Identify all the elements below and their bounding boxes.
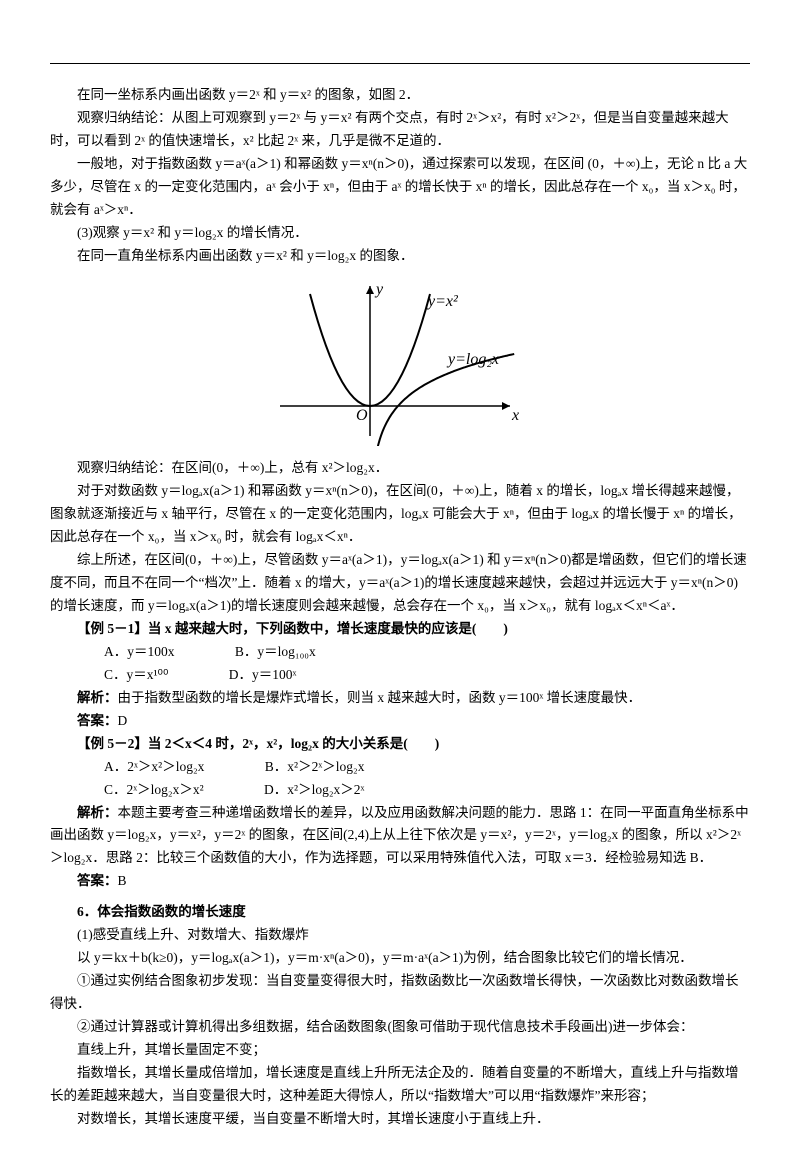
ex51-opt-a: A．y＝100x — [77, 641, 175, 664]
sec6-p4: ②通过计算器或计算机得出多组数据，结合函数图象(图象可借助于现代信息技术手段画出… — [50, 1016, 750, 1039]
answer-text: D — [118, 713, 128, 728]
analysis-label: 解析： — [77, 690, 118, 705]
sec6-p2: 以 y＝kx＋b(k≥0)，y＝logₐx(a＞1)，y＝m·xⁿ(a＞0)，y… — [50, 947, 750, 970]
ex51-opt-d: D．y＝100ˣ — [202, 664, 297, 687]
ex-5-1-answer: 答案：D — [50, 710, 750, 733]
ex-5-2-analysis: 解析：本题主要考查三种递增函数增长的差异，以及应用函数解决问题的能力．思路 1：… — [50, 802, 750, 871]
top-rule — [50, 63, 750, 64]
ex-5-1-analysis: 解析：由于指数型函数的增长是爆炸式增长，则当 x 越来越大时，函数 y＝100ˣ… — [50, 687, 750, 710]
figure-graph: y x Oy=x² y=log₂x — [50, 276, 750, 454]
svg-text:y=log₂x: y=log₂x — [446, 351, 499, 368]
analysis-text: 由于指数型函数的增长是爆炸式增长，则当 x 越来越大时，函数 y＝100ˣ 增长… — [118, 690, 642, 705]
ex-5-1-options-row2: C．y＝x¹⁰⁰ D．y＝100ˣ — [50, 664, 750, 687]
sec6-heading: 6．体会指数函数的增长速度 — [77, 904, 246, 919]
ex-5-2-answer: 答案：B — [50, 870, 750, 893]
ex-5-2-options-row2: C．2ˣ＞log₂x＞x² D．x²＞log₂x＞2ˣ — [50, 779, 750, 802]
ex52-opt-c: C．2ˣ＞log₂x＞x² — [77, 779, 204, 802]
para-7: 对于对数函数 y＝logₐx(a＞1) 和幂函数 y＝xⁿ(n＞0)，在区间(0… — [50, 480, 750, 549]
svg-text:y: y — [374, 281, 384, 298]
example-5-2-title: 【例 5－2】当 2＜x＜4 时，2ˣ，x²，log₂x 的大小关系是( ) — [50, 733, 750, 756]
sec6-title: 6．体会指数函数的增长速度 — [50, 901, 750, 924]
svg-text:y=x²: y=x² — [426, 293, 459, 310]
svg-text:x: x — [511, 407, 519, 424]
para-4: (3)观察 y＝x² 和 y＝log₂x 的增长情况． — [50, 222, 750, 245]
answer-label-2: 答案： — [77, 873, 118, 888]
ex-5-1-stem: 【例 5－1】当 x 越来越大时，下列函数中，增长速度最快的应该是( ) — [77, 621, 508, 636]
ex-5-1-options-row1: A．y＝100x B．y＝log₁₀₀x — [50, 641, 750, 664]
para-8: 综上所述，在区间(0，＋∞)上，尽管函数 y＝aˣ(a＞1)，y＝logₐx(a… — [50, 549, 750, 618]
ex-5-2-options-row1: A．2ˣ＞x²＞log₂x B．x²＞2ˣ＞log₂x — [50, 756, 750, 779]
sec6-p7: 对数增长，其增长速度平缓，当自变量不断增大时，其增长速度小于直线上升． — [50, 1108, 750, 1131]
sec6-p1: (1)感受直线上升、对数增大、指数爆炸 — [50, 924, 750, 947]
example-5-1-title: 【例 5－1】当 x 越来越大时，下列函数中，增长速度最快的应该是( ) — [50, 618, 750, 641]
ex52-opt-d: D．x²＞log₂x＞2ˣ — [237, 779, 364, 802]
sec6-p3: ①通过实例结合图象初步发现：当自变量变得很大时，指数函数比一次函数增长得快，一次… — [50, 970, 750, 1016]
ex-5-2-stem: 【例 5－2】当 2＜x＜4 时，2ˣ，x²，log₂x 的大小关系是( ) — [77, 736, 439, 751]
ex52-opt-b: B．x²＞2ˣ＞log₂x — [238, 756, 365, 779]
para-2: 观察归纳结论：从图上可观察到 y＝2ˣ 与 y＝x² 有两个交点，有时 2ˣ＞x… — [50, 107, 750, 153]
para-6: 观察归纳结论：在区间(0，＋∞)上，总有 x²＞log₂x． — [50, 457, 750, 480]
para-1: 在同一坐标系内画出函数 y＝2ˣ 和 y＝x² 的图象，如图 2． — [50, 84, 750, 107]
ex52-opt-a: A．2ˣ＞x²＞log₂x — [77, 756, 204, 779]
para-3: 一般地，对于指数函数 y＝aˣ(a＞1) 和幂函数 y＝xⁿ(n＞0)，通过探索… — [50, 153, 750, 222]
para-5: 在同一直角坐标系内画出函数 y＝x² 和 y＝log₂x 的图象． — [50, 245, 750, 268]
ex51-opt-b: B．y＝log₁₀₀x — [208, 641, 316, 664]
svg-text:O: O — [356, 407, 368, 424]
analysis-label-2: 解析： — [77, 805, 118, 820]
sec6-p5: 直线上升，其增长量固定不变； — [50, 1039, 750, 1062]
graph-svg: y x Oy=x² y=log₂x — [270, 276, 530, 446]
ex51-opt-c: C．y＝x¹⁰⁰ — [77, 664, 168, 687]
answer-label: 答案： — [77, 713, 118, 728]
sec6-p6: 指数增长，其增长量成倍增加，增长速度是直线上升所无法企及的．随着自变量的不断增大… — [50, 1062, 750, 1108]
answer-text-2: B — [118, 873, 127, 888]
analysis-text-2: 本题主要考查三种递增函数增长的差异，以及应用函数解决问题的能力．思路 1：在同一… — [50, 805, 749, 866]
